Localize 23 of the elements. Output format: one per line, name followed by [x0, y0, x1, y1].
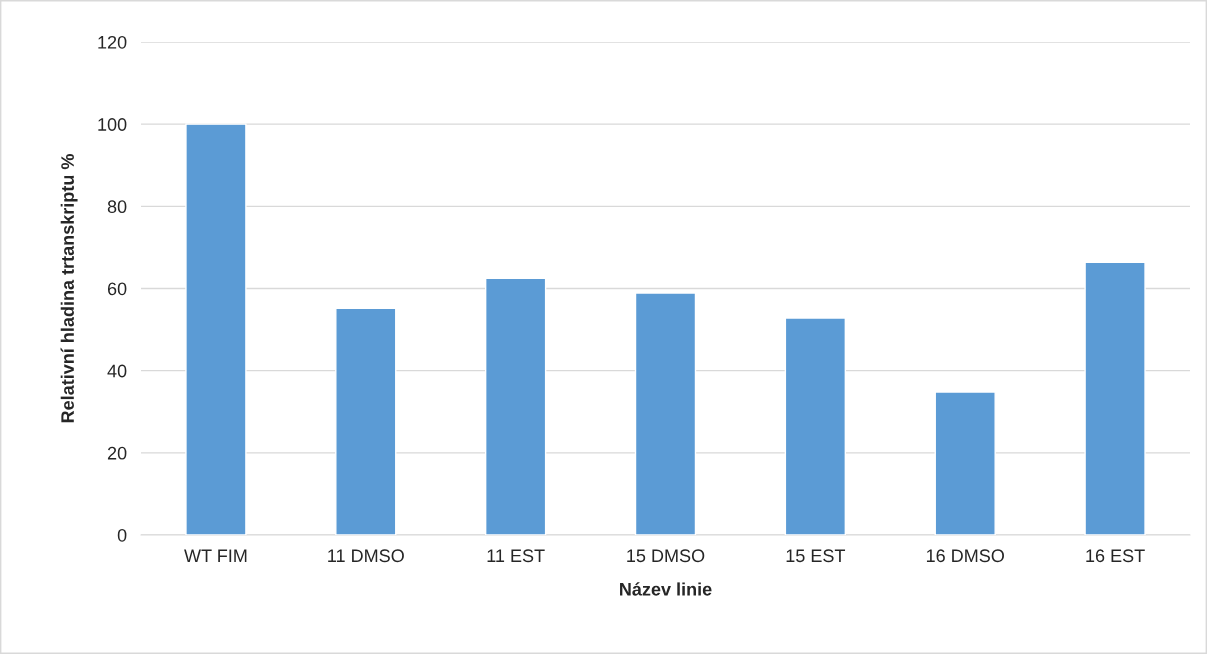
bar	[335, 307, 397, 535]
x-tick-label: 11 EST	[487, 549, 545, 563]
bar	[634, 292, 697, 535]
x-tick-label: 16 EST	[1086, 549, 1145, 563]
bar	[784, 317, 847, 535]
y-tick-label: 20	[107, 446, 127, 460]
bar	[185, 123, 247, 535]
y-tick-label: 60	[107, 282, 127, 296]
y-axis-title: Relativní hladina trtanskriptu %	[60, 154, 78, 423]
bar	[934, 391, 996, 535]
x-tick-label: WT FIM	[184, 549, 247, 562]
bar	[484, 277, 547, 535]
x-axis-title: Název linie	[620, 582, 712, 596]
x-tick-label: 16 DMSO	[926, 549, 1004, 563]
y-tick-label: 40	[107, 364, 127, 378]
y-tick-label: 80	[107, 200, 127, 214]
bar	[1084, 261, 1146, 535]
x-tick-label: 15 DMSO	[627, 549, 705, 563]
x-tick-label: 15 EST	[786, 549, 846, 563]
y-tick-label: 0	[117, 528, 127, 542]
y-tick-label: 120	[98, 35, 127, 49]
y-tick-label: 100	[98, 118, 127, 131]
x-tick-label: 11 DMSO	[328, 549, 404, 563]
